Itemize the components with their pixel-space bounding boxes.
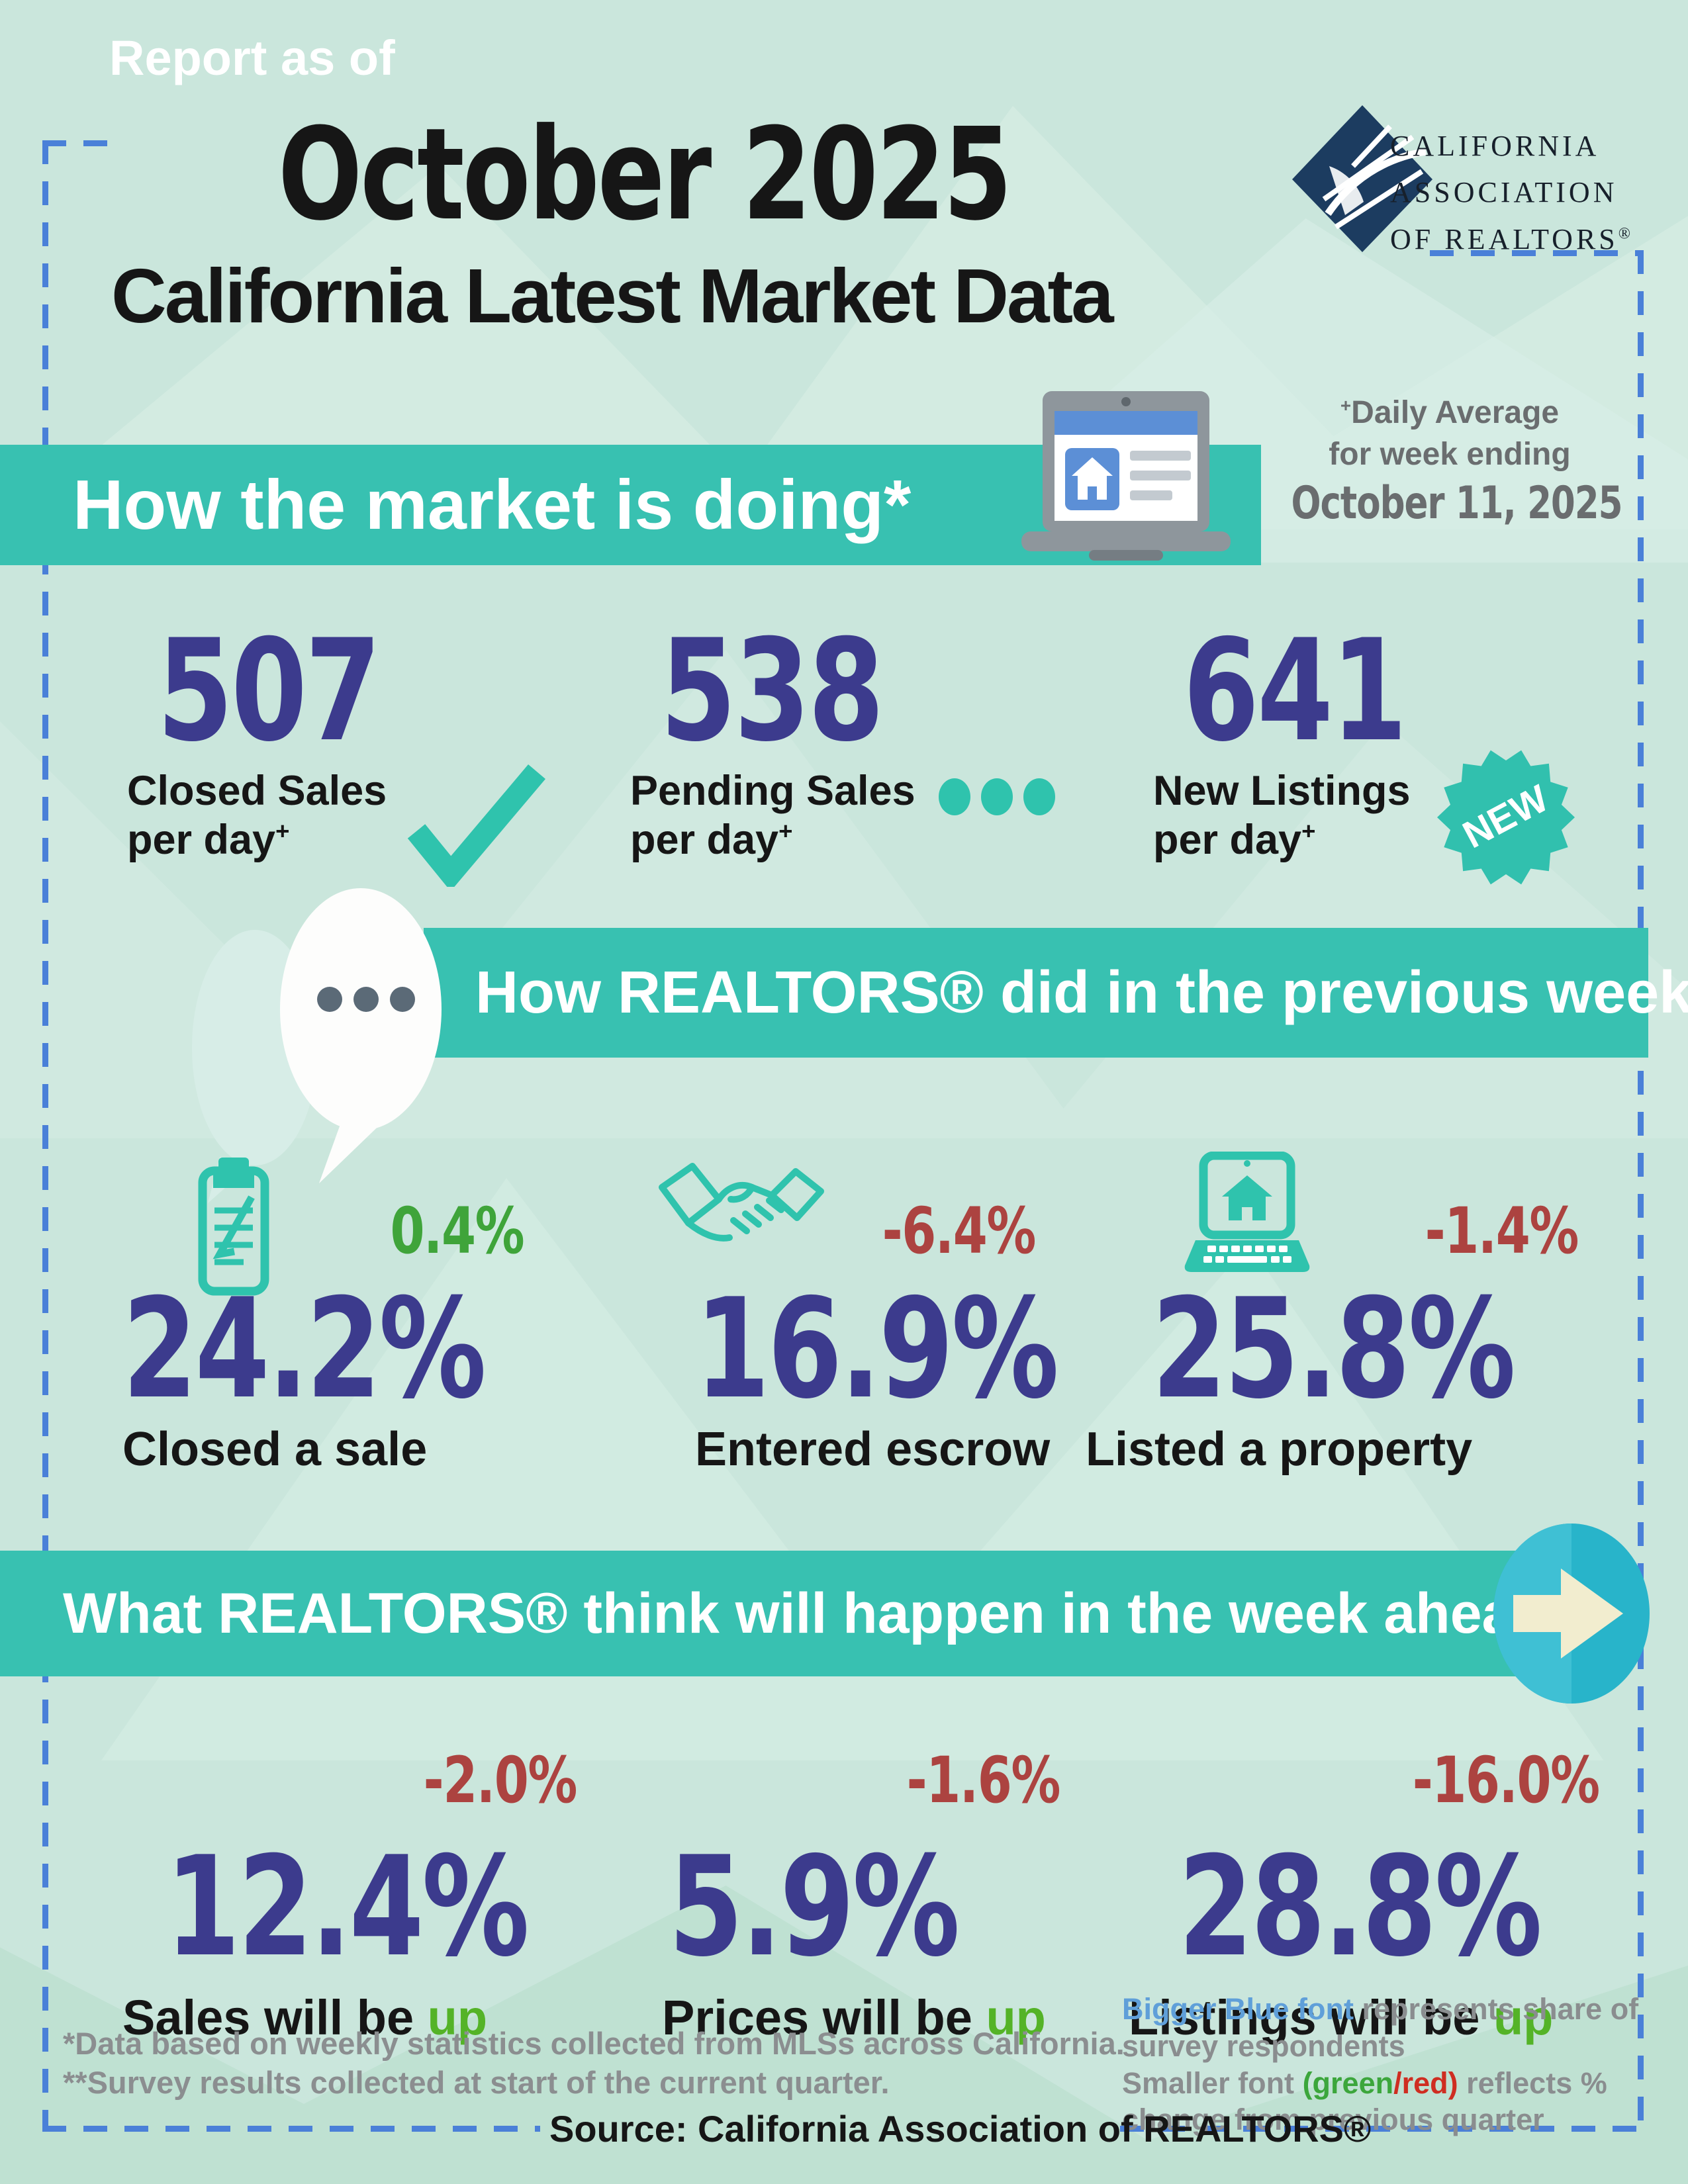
check-icon (407, 764, 545, 887)
footnote-line2: **Survey results collected at start of t… (63, 2065, 890, 2101)
sales-up-value: 12.4% (165, 1827, 530, 1987)
dashed-border-top-left (42, 140, 109, 146)
sales-up-change: -2.0% (423, 1743, 577, 1817)
dashed-border-bottom-right (1120, 2126, 1643, 2132)
banner-realtors-week-label: How REALTORS® did in the previous week** (475, 959, 1688, 1026)
banner-week-ahead-label: What REALTORS® think will happen in the … (63, 1581, 1593, 1645)
legend-blue-text: Bigger Blue font (1122, 1992, 1354, 2026)
dashed-border-bottom-left (42, 2126, 540, 2132)
listings-up-value: 28.8% (1178, 1827, 1542, 1987)
car-logo-text: CALIFORNIA ASSOCIATION OF REALTORS® (1390, 123, 1634, 263)
daily-average-note: +Daily Average for week ending (1329, 395, 1571, 473)
pending-sales-value: 538 (660, 609, 884, 772)
prices-up-value: 5.9% (669, 1827, 960, 1987)
source-line: Source: California Association of REALTO… (549, 2108, 1372, 2150)
registered-mark: ® (1618, 225, 1634, 243)
listings-up-change: -16.0% (1413, 1743, 1600, 1817)
clipboard-icon (198, 1158, 269, 1296)
banner-market-label: How the market is doing* (73, 465, 912, 544)
closed-sale-change: 0.4% (390, 1194, 524, 1268)
entered-escrow-value: 16.9% (695, 1269, 1059, 1430)
listed-property-label: Listed a property (1086, 1423, 1473, 1476)
sales-up-label: Sales will be up (122, 1990, 488, 2045)
legend-red-text: / (1393, 2066, 1402, 2100)
banner-week-ahead: What REALTORS® think will happen in the … (0, 1551, 1627, 1676)
laptop-illustration-icon (1021, 391, 1231, 561)
report-month-text: October 2025 (278, 101, 1012, 249)
banner-realtors-week: How REALTORS® did in the previous week** (424, 928, 1688, 1058)
handshake-icon (659, 1163, 824, 1242)
dashed-border-right (1638, 250, 1644, 2131)
footnotes: *Data based on weekly statistics collect… (63, 2024, 1125, 2102)
listed-property-value: 25.8% (1152, 1269, 1516, 1430)
report-as-of-label: Report as of (109, 30, 395, 85)
car-logo-line2: ASSOCIATION (1390, 176, 1618, 209)
closed-sale-value: 24.2% (122, 1269, 487, 1430)
listings-up-label: Listings will be up (1129, 1990, 1554, 2045)
entered-escrow-label: Entered escrow (695, 1423, 1051, 1476)
legend: Bigger Blue font represents share of sur… (1122, 1992, 1639, 2137)
entered-escrow-change: -6.4% (882, 1194, 1037, 1268)
daily-average-date: October 11, 2025 (1291, 477, 1623, 529)
footnote-line1: *Data based on weekly statistics collect… (63, 2026, 1125, 2061)
closed-sales-label: Closed Sales per day+ (127, 768, 387, 864)
listed-property-change: -1.4% (1425, 1194, 1579, 1268)
dashed-border-top-right (1430, 250, 1643, 256)
page-title: California Latest Market Data (111, 253, 1114, 339)
pending-sales-label: Pending Sales per day+ (630, 768, 915, 864)
arrow-circle-icon (1493, 1524, 1650, 1704)
new-listings-value: 641 (1183, 609, 1407, 772)
new-badge-icon: NEW (1437, 750, 1575, 885)
report-month: October 2025 (278, 111, 1217, 239)
laptop-house-icon (1184, 1152, 1310, 1272)
dashed-border-left (42, 140, 48, 2131)
car-logo-line3: OF REALTORS® (1390, 222, 1634, 255)
closed-sales-value: 507 (157, 609, 381, 772)
closed-sale-label: Closed a sale (122, 1423, 428, 1476)
legend-green-text: (green (1302, 2066, 1394, 2100)
new-listings-label: New Listings per day+ (1153, 768, 1411, 864)
prices-up-label: Prices will be up (662, 1990, 1046, 2045)
car-logo-icon (1292, 105, 1432, 252)
prices-up-change: -1.6% (906, 1743, 1060, 1817)
ellipsis-icon (939, 778, 1055, 815)
car-logo-line1: CALIFORNIA (1390, 130, 1600, 162)
